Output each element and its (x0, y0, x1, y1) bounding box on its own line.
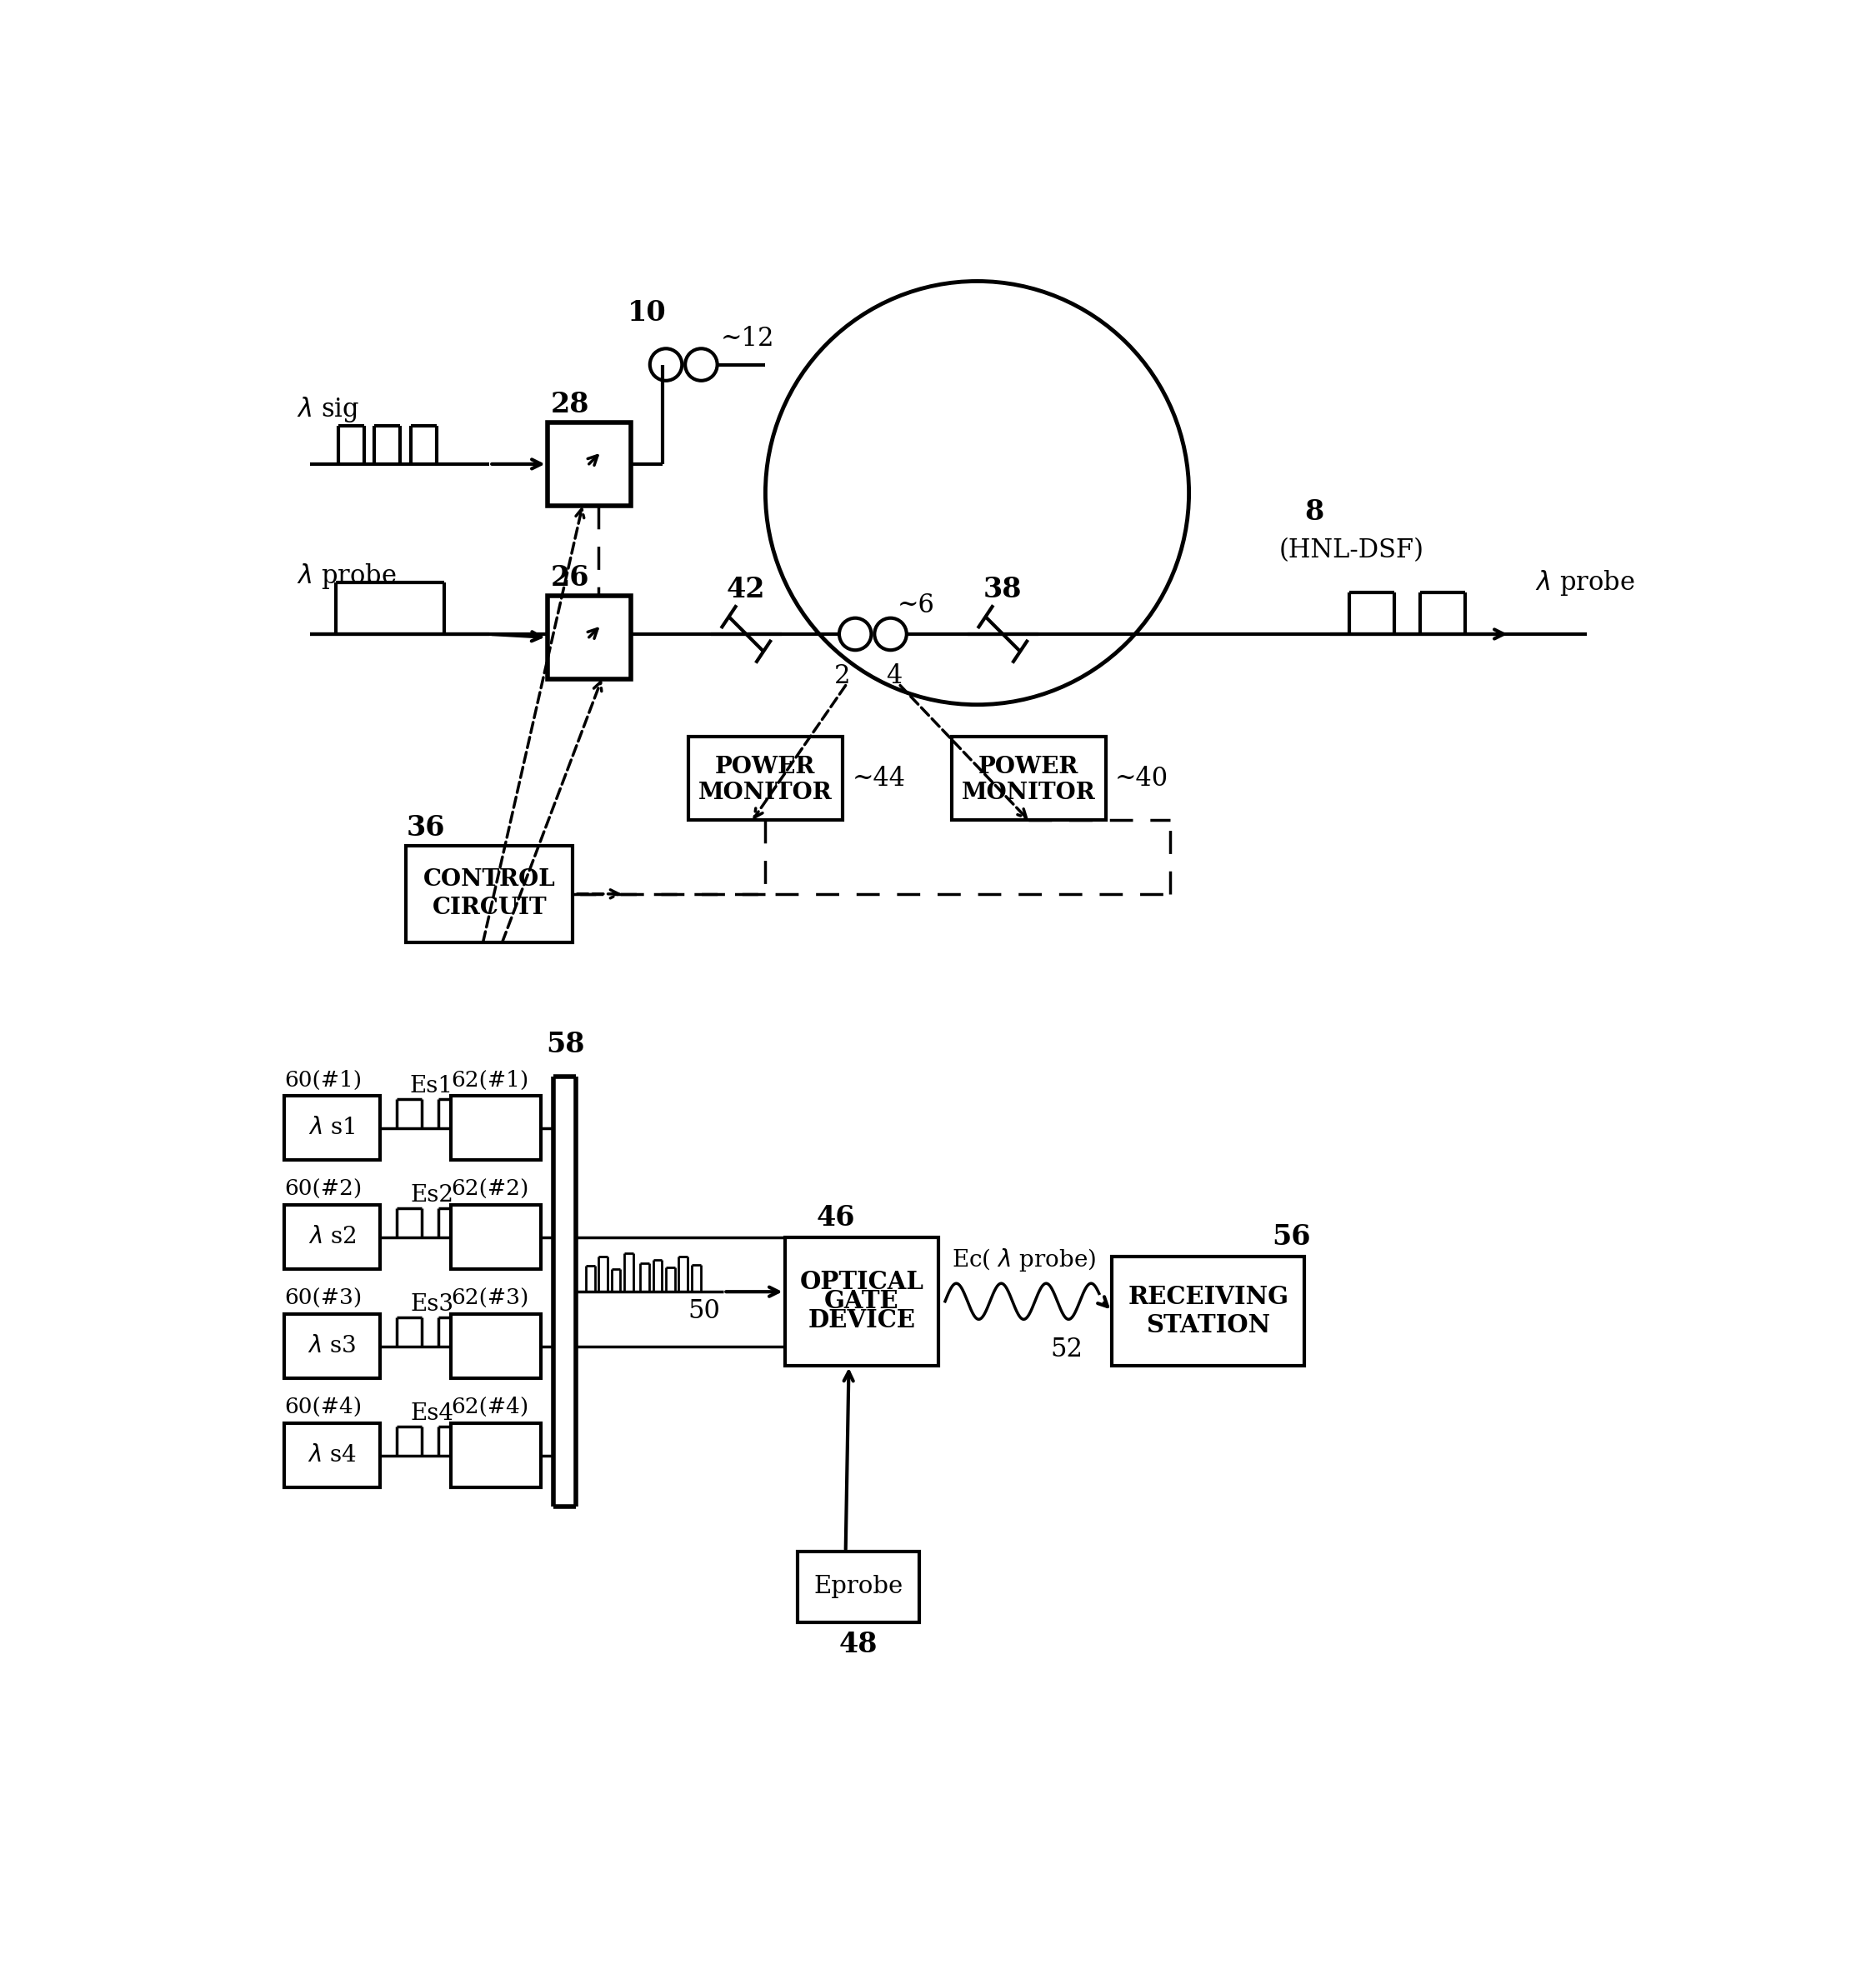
Text: Ec( $\lambda$ probe): Ec( $\lambda$ probe) (951, 1246, 1096, 1274)
Text: 50: 50 (688, 1298, 720, 1323)
Text: 62(#1): 62(#1) (450, 1069, 529, 1091)
Text: Es3: Es3 (411, 1294, 454, 1315)
Text: STATION: STATION (1146, 1313, 1270, 1337)
Text: POWER: POWER (715, 756, 816, 778)
Text: 58: 58 (546, 1032, 585, 1059)
Text: 60(#4): 60(#4) (283, 1396, 362, 1418)
Text: POWER: POWER (979, 756, 1079, 778)
Text: 62(#3): 62(#3) (450, 1288, 529, 1309)
Text: Es1: Es1 (411, 1075, 454, 1097)
Text: 28: 28 (550, 390, 589, 417)
Text: 60(#3): 60(#3) (283, 1288, 362, 1309)
Text: MONITOR: MONITOR (698, 782, 833, 803)
Text: 26: 26 (550, 563, 589, 591)
Bar (405, 847, 572, 941)
Bar (548, 595, 630, 679)
Text: $\lambda$ s1: $\lambda$ s1 (310, 1116, 356, 1140)
Bar (688, 736, 842, 821)
Text: $\lambda$ s4: $\lambda$ s4 (308, 1443, 356, 1467)
Text: $\lambda$ s3: $\lambda$ s3 (308, 1335, 356, 1357)
Bar (283, 1424, 381, 1487)
Text: $\lambda$ sig: $\lambda$ sig (296, 396, 360, 423)
Bar (548, 421, 630, 506)
Text: $\lambda$ probe: $\lambda$ probe (296, 561, 396, 591)
Text: OPTICAL: OPTICAL (799, 1270, 923, 1294)
Text: 62(#2): 62(#2) (450, 1179, 529, 1199)
Text: $\lambda$ probe: $\lambda$ probe (1535, 569, 1636, 597)
Bar (450, 1205, 540, 1270)
Text: Eprobe: Eprobe (814, 1575, 902, 1599)
Bar (283, 1097, 381, 1160)
Text: 46: 46 (816, 1205, 855, 1233)
Text: 4: 4 (885, 664, 902, 689)
Text: ~12: ~12 (720, 327, 775, 352)
Text: DEVICE: DEVICE (809, 1309, 915, 1333)
Text: 38: 38 (983, 575, 1022, 603)
Bar (784, 1237, 938, 1366)
Text: 2: 2 (835, 664, 850, 689)
Text: MONITOR: MONITOR (962, 782, 1096, 803)
Text: 10: 10 (627, 299, 666, 327)
Bar (797, 1552, 919, 1622)
Text: 62(#4): 62(#4) (450, 1396, 529, 1418)
Text: RECEIVING: RECEIVING (1127, 1286, 1289, 1309)
Bar (450, 1424, 540, 1487)
Text: (HNL-DSF): (HNL-DSF) (1279, 538, 1424, 563)
Bar (283, 1313, 381, 1378)
Text: $\lambda$ s2: $\lambda$ s2 (308, 1227, 356, 1248)
Text: Es4: Es4 (411, 1402, 454, 1426)
Text: 60(#1): 60(#1) (283, 1069, 362, 1091)
Text: ~6: ~6 (897, 593, 934, 618)
Text: Es2: Es2 (411, 1183, 454, 1207)
Bar (283, 1205, 381, 1270)
Text: 8: 8 (1304, 498, 1324, 526)
Text: 60(#2): 60(#2) (283, 1179, 362, 1199)
Text: 48: 48 (839, 1630, 878, 1658)
Bar (450, 1313, 540, 1378)
Bar (951, 736, 1105, 821)
Text: ~44: ~44 (852, 766, 906, 792)
Text: GATE: GATE (824, 1290, 899, 1313)
Text: ~40: ~40 (1114, 766, 1169, 792)
Text: CIRCUIT: CIRCUIT (431, 896, 546, 920)
Bar (1112, 1256, 1304, 1366)
Bar (450, 1097, 540, 1160)
Text: CONTROL: CONTROL (424, 868, 555, 892)
Text: 42: 42 (726, 575, 765, 603)
Text: 56: 56 (1272, 1223, 1311, 1250)
Text: 52: 52 (1051, 1337, 1082, 1363)
Text: 36: 36 (405, 813, 445, 841)
